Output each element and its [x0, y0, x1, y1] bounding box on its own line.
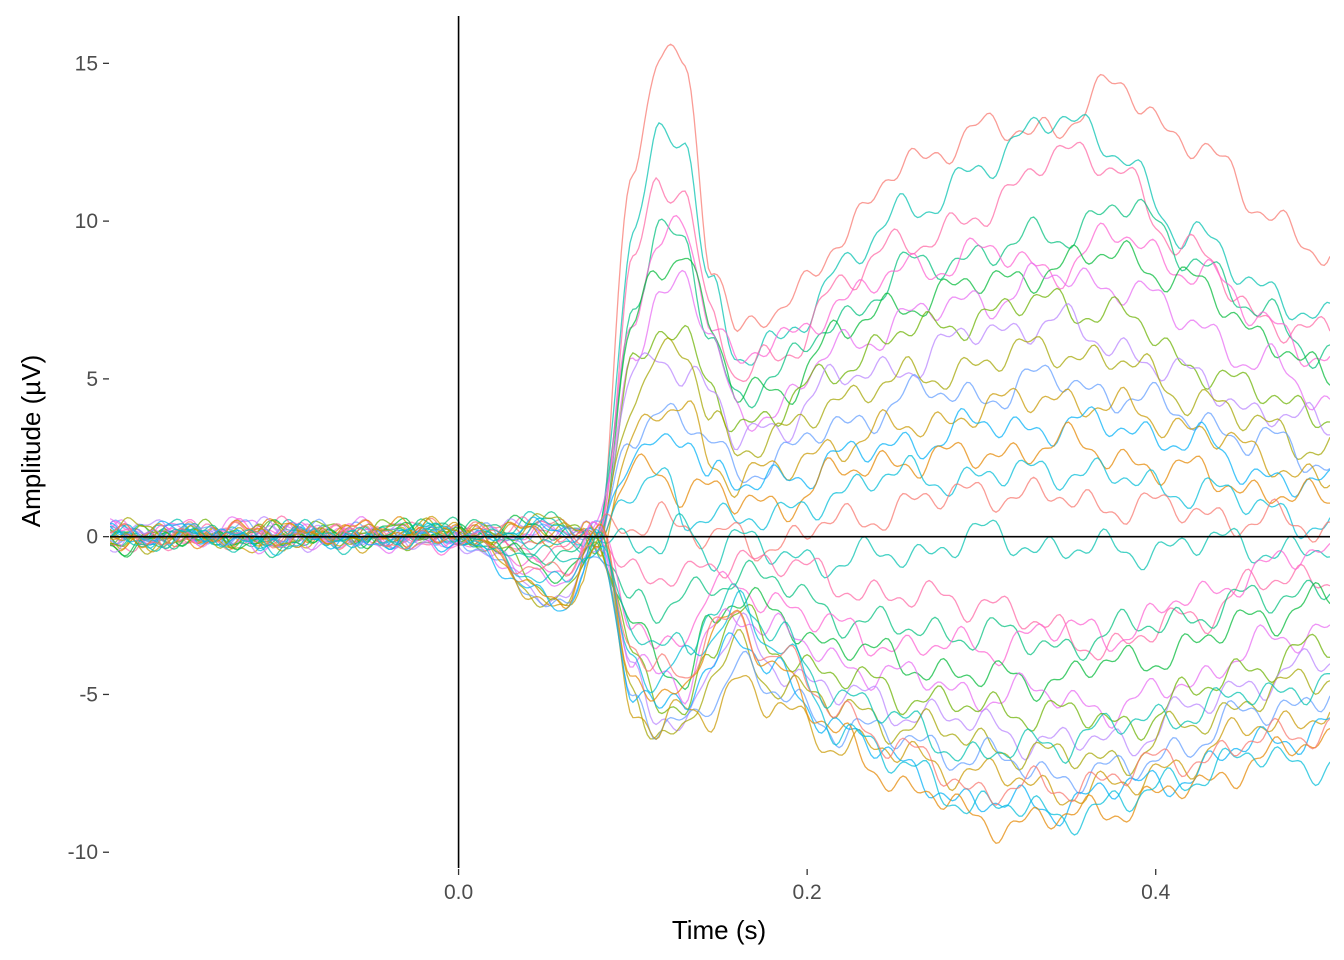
series-line-9	[110, 302, 1330, 554]
series-line-6	[110, 239, 1330, 557]
series-line-26	[110, 518, 1330, 795]
y-tick-label: -10	[68, 841, 98, 864]
series-line-18	[110, 523, 1330, 661]
series-line-22	[110, 518, 1330, 729]
plot-area	[110, 43, 1330, 845]
series-line-2	[110, 114, 1330, 547]
series-line-7	[110, 262, 1330, 547]
x-tick-label: 0.2	[793, 881, 822, 904]
reference-lines	[110, 16, 1330, 868]
series-line-24	[110, 515, 1330, 761]
series-line-16	[110, 476, 1330, 562]
series-line-8	[110, 287, 1330, 555]
series-line-29	[110, 519, 1330, 845]
series-line-5	[110, 214, 1330, 556]
y-axis-title: Amplitude (µV)	[16, 355, 46, 527]
y-tick-label: 0	[86, 526, 98, 549]
series-line-32	[110, 518, 1330, 765]
series-line-30	[110, 523, 1330, 836]
series-line-4	[110, 198, 1330, 559]
x-tick-label: 0.0	[444, 881, 473, 904]
y-axis: -10 -5 0 5 10 15	[68, 52, 109, 864]
series-line-28	[110, 522, 1330, 827]
series-line-27	[110, 515, 1330, 806]
y-tick-label: 5	[86, 368, 98, 391]
x-axis: 0.0 0.2 0.4	[444, 869, 1171, 904]
y-tick-label: -5	[79, 683, 98, 706]
x-tick-label: 0.4	[1141, 881, 1171, 904]
series-line-21	[110, 521, 1330, 703]
series-line-25	[110, 516, 1330, 777]
y-tick-label: 15	[75, 52, 98, 75]
series-line-11	[110, 364, 1330, 550]
y-tick-label: 10	[75, 210, 98, 233]
x-axis-title: Time (s)	[672, 915, 766, 945]
